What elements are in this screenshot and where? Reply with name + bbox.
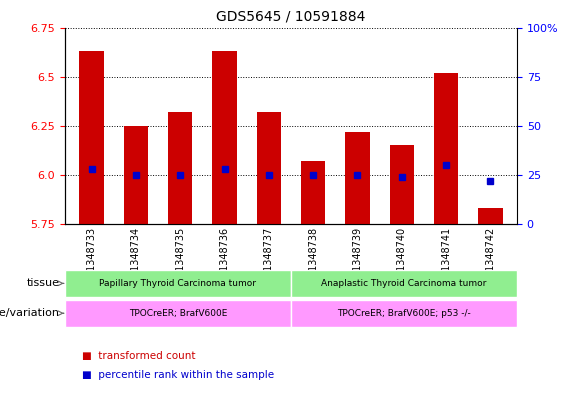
Text: genotype/variation: genotype/variation [0, 308, 59, 318]
Bar [79, 51, 104, 224]
Title: GDS5645 / 10591884: GDS5645 / 10591884 [216, 9, 366, 24]
Bar [212, 51, 237, 224]
Bar [168, 112, 192, 224]
Bar [478, 208, 503, 224]
Text: TPOCreER; BrafV600E: TPOCreER; BrafV600E [129, 309, 227, 318]
Text: TPOCreER; BrafV600E; p53 -/-: TPOCreER; BrafV600E; p53 -/- [337, 309, 471, 318]
Text: tissue: tissue [27, 278, 59, 288]
Text: ■  percentile rank within the sample: ■ percentile rank within the sample [82, 370, 274, 380]
Text: Papillary Thyroid Carcinoma tumor: Papillary Thyroid Carcinoma tumor [99, 279, 257, 288]
Bar [434, 73, 458, 224]
Text: Anaplastic Thyroid Carcinoma tumor: Anaplastic Thyroid Carcinoma tumor [321, 279, 486, 288]
Bar [257, 112, 281, 224]
Bar [301, 161, 325, 224]
Bar [124, 126, 148, 224]
Bar [345, 132, 370, 224]
Text: ■  transformed count: ■ transformed count [82, 351, 195, 361]
Bar [390, 145, 414, 224]
